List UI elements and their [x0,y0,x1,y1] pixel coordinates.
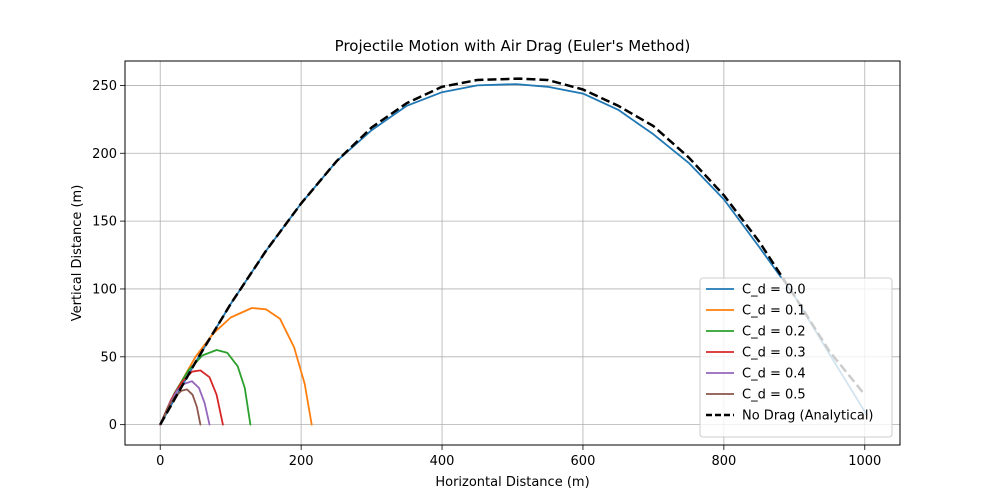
data-series [159,77,868,426]
y-tick-label: 100 [92,282,117,297]
series-line-6 [159,77,866,426]
axes-frame [124,60,901,446]
x-tick-label: 200 [289,454,314,469]
series-line-5 [159,388,202,426]
legend-label: C_d = 0.5 [742,388,806,403]
legend-box [699,277,893,438]
x-tick-label: 400 [430,454,455,469]
legend-label: No Drag (Analytical) [742,409,874,424]
x-axis-label: Horizontal Distance (m) [435,475,589,490]
x-tick-label: 0 [156,454,164,469]
axis-ticks: 0 200 400 600 800 1000 0 50 100 150 200 250 [92,79,881,469]
chart-title: Projectile Motion with Air Drag (Euler's… [335,37,691,55]
legend-label: C_d = 0.3 [742,346,806,361]
y-tick-label: 0 [109,418,117,433]
legend-label: C_d = 0.1 [742,304,806,319]
legend: C_d = 0.0 C_d = 0.1 C_d = 0.2 C_d = 0.3 C_d … [699,277,893,438]
y-tick-label: 50 [100,350,117,365]
x-tick-label: 800 [711,454,736,469]
series-line-1 [159,307,313,426]
legend-label: C_d = 0.2 [742,325,806,340]
x-tick-label: 1000 [848,454,881,469]
y-tick-label: 150 [92,215,117,230]
plot-border [124,60,901,446]
y-tick-label: 250 [92,79,117,94]
legend-label: C_d = 0.0 [742,283,806,298]
legend-label: C_d = 0.4 [742,367,806,382]
x-tick-label: 600 [571,454,596,469]
y-axis-label: Vertical Distance (m) [70,185,85,322]
y-tick-label: 200 [92,147,117,162]
